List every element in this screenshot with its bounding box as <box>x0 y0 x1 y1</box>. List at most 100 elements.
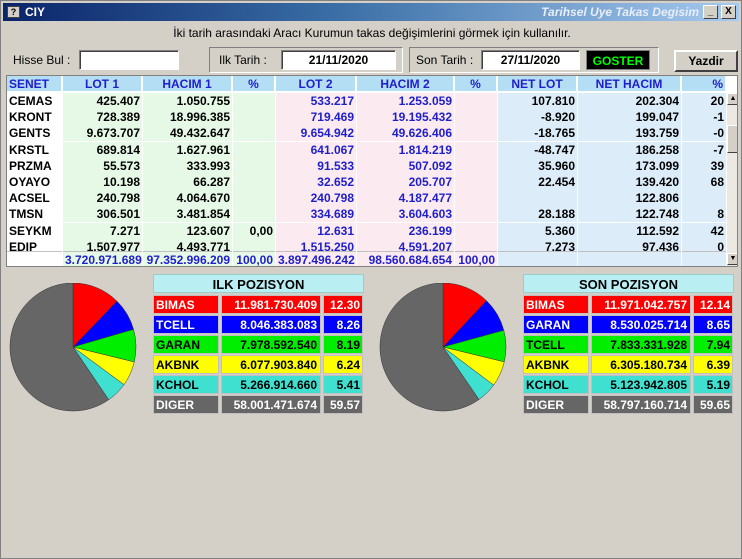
table-cell: 0,00 <box>233 222 275 239</box>
table-cell: 3.481.854 <box>143 206 232 223</box>
header-4[interactable]: LOT 2 <box>276 76 356 92</box>
position-name: BIMAS <box>523 295 589 314</box>
table-cell: 68 <box>682 174 726 190</box>
position-row: KCHOL 5.123.942.805 5.19 <box>523 375 734 394</box>
header-2[interactable]: HACIM 1 <box>143 76 232 92</box>
ilk-tarih-field[interactable]: 21/11/2020 <box>281 50 396 70</box>
table-cell: 112.592 <box>578 222 681 239</box>
header-1[interactable]: LOT 1 <box>63 76 142 92</box>
goster-button[interactable]: GOSTER <box>586 50 650 70</box>
table-cell: 22.454 <box>498 174 577 190</box>
table-cell: 97.436 <box>578 238 681 255</box>
table-row-senet[interactable]: ACSEL <box>7 190 62 207</box>
table-cell: 199.047 <box>578 109 681 126</box>
table-cell: 18.996.385 <box>143 109 232 126</box>
table-cell: 12.631 <box>276 222 356 239</box>
table-cell: 49.626.406 <box>357 125 454 142</box>
scroll-up-icon[interactable]: ▲ <box>727 93 737 105</box>
header-6[interactable]: % <box>455 76 497 92</box>
table-cell: 7.271 <box>63 222 142 239</box>
position-value: 5.123.942.805 <box>591 375 691 394</box>
table-cell: 91.533 <box>276 157 356 174</box>
table-row-senet[interactable]: KRSTL <box>7 141 62 158</box>
table-row-senet[interactable]: OYAYO <box>7 174 62 190</box>
header-5[interactable]: HACIM 2 <box>357 76 454 92</box>
position-value: 11.981.730.409 <box>221 295 321 314</box>
table-cell: 333.993 <box>143 157 232 174</box>
table-row-senet[interactable]: GENTS <box>7 125 62 142</box>
header-3[interactable]: % <box>233 76 275 92</box>
table-cell: 123.607 <box>143 222 232 239</box>
minimize-button[interactable]: _ <box>703 5 718 19</box>
table-cell: 10.198 <box>63 174 142 190</box>
table-row-senet[interactable]: PRZMA <box>7 157 62 174</box>
close-button[interactable]: X <box>721 5 736 19</box>
table-cell: 42 <box>682 222 726 239</box>
totals-cell: 100,00 <box>233 251 275 266</box>
position-name: GARAN <box>523 315 589 334</box>
son-tarih-label: Son Tarih : <box>416 53 474 67</box>
totals-cell: 97.352.996.209 <box>143 251 232 266</box>
position-row: DIGER 58.797.160.714 59.65 <box>523 395 734 414</box>
scroll-thumb[interactable] <box>727 125 737 153</box>
table-cell: 689.814 <box>63 141 142 158</box>
table-cell <box>233 190 275 207</box>
son-tarih-field[interactable]: 27/11/2020 <box>481 50 580 70</box>
app-icon[interactable]: ? <box>7 6 20 18</box>
table-cell: 20 <box>682 93 726 109</box>
position-row: BIMAS 11.981.730.409 12.30 <box>153 295 364 314</box>
yazdir-button[interactable]: Yazdir <box>674 50 738 72</box>
data-grid[interactable]: SENET LOT 1 HACIM 1% LOT 2 HACIM 2% NET LOT NE… <box>6 75 738 267</box>
header-0[interactable]: SENET <box>7 76 62 92</box>
position-value: 58.797.160.714 <box>591 395 691 414</box>
table-cell: -18.765 <box>498 125 577 142</box>
table-cell: 240.798 <box>276 190 356 207</box>
table-cell: 35.960 <box>498 157 577 174</box>
scroll-down-icon[interactable]: ▼ <box>727 253 737 265</box>
table-cell <box>233 174 275 190</box>
table-cell <box>682 190 726 207</box>
table-row-senet[interactable]: KRONT <box>7 109 62 126</box>
position-row: BIMAS 11.971.042.757 12.14 <box>523 295 734 314</box>
table-cell: 533.217 <box>276 93 356 109</box>
hint-text: İki tarih arasındaki Aracı Kurumun takas… <box>173 26 571 40</box>
totals-cell <box>578 251 681 266</box>
position-value: 5.266.914.660 <box>221 375 321 394</box>
header-7[interactable]: NET LOT <box>498 76 577 92</box>
table-row-senet[interactable]: CEMAS <box>7 93 62 109</box>
table-cell <box>233 157 275 174</box>
position-name: AKBNK <box>153 355 219 374</box>
hisse-bul-label: Hisse Bul : <box>13 53 71 67</box>
table-cell <box>455 206 497 223</box>
table-cell: 7.273 <box>498 238 577 255</box>
table-cell: 122.806 <box>578 190 681 207</box>
table-row-senet[interactable]: TMSN <box>7 206 62 223</box>
table-cell <box>455 157 497 174</box>
table-cell <box>455 190 497 207</box>
table-cell: -7 <box>682 141 726 158</box>
position-row: DIGER 58.001.471.674 59.57 <box>153 395 364 414</box>
table-row-senet[interactable]: SEYKM <box>7 222 62 239</box>
table-cell: 205.707 <box>357 174 454 190</box>
table-cell: 32.652 <box>276 174 356 190</box>
table-cell: 28.188 <box>498 206 577 223</box>
table-cell: 1.814.219 <box>357 141 454 158</box>
table-cell: 1.050.755 <box>143 93 232 109</box>
position-value: 7.978.592.540 <box>221 335 321 354</box>
table-cell: 1.515.250 <box>276 238 356 255</box>
table-cell: 1.627.961 <box>143 141 232 158</box>
header-9[interactable]: % <box>682 76 726 92</box>
title-bar[interactable]: ? CIY Tarihsel Uye Takas Degisim _ X <box>3 3 739 21</box>
position-row: KCHOL 5.266.914.660 5.41 <box>153 375 364 394</box>
grid-scrollbar[interactable]: ▲ ▼ <box>727 93 737 266</box>
ilk-pozisyon-title: ILK POZISYON <box>153 274 364 293</box>
hisse-bul-input[interactable] <box>79 50 179 70</box>
header-8[interactable]: NET HACIM <box>578 76 681 92</box>
position-name: BIMAS <box>153 295 219 314</box>
table-cell <box>233 93 275 109</box>
position-name: KCHOL <box>523 375 589 394</box>
ilk-tarih-group <box>209 47 403 73</box>
table-row-senet[interactable]: EDIP <box>7 238 62 255</box>
ilk-tarih-label: Ilk Tarih : <box>219 53 267 67</box>
table-cell: 8 <box>682 206 726 223</box>
